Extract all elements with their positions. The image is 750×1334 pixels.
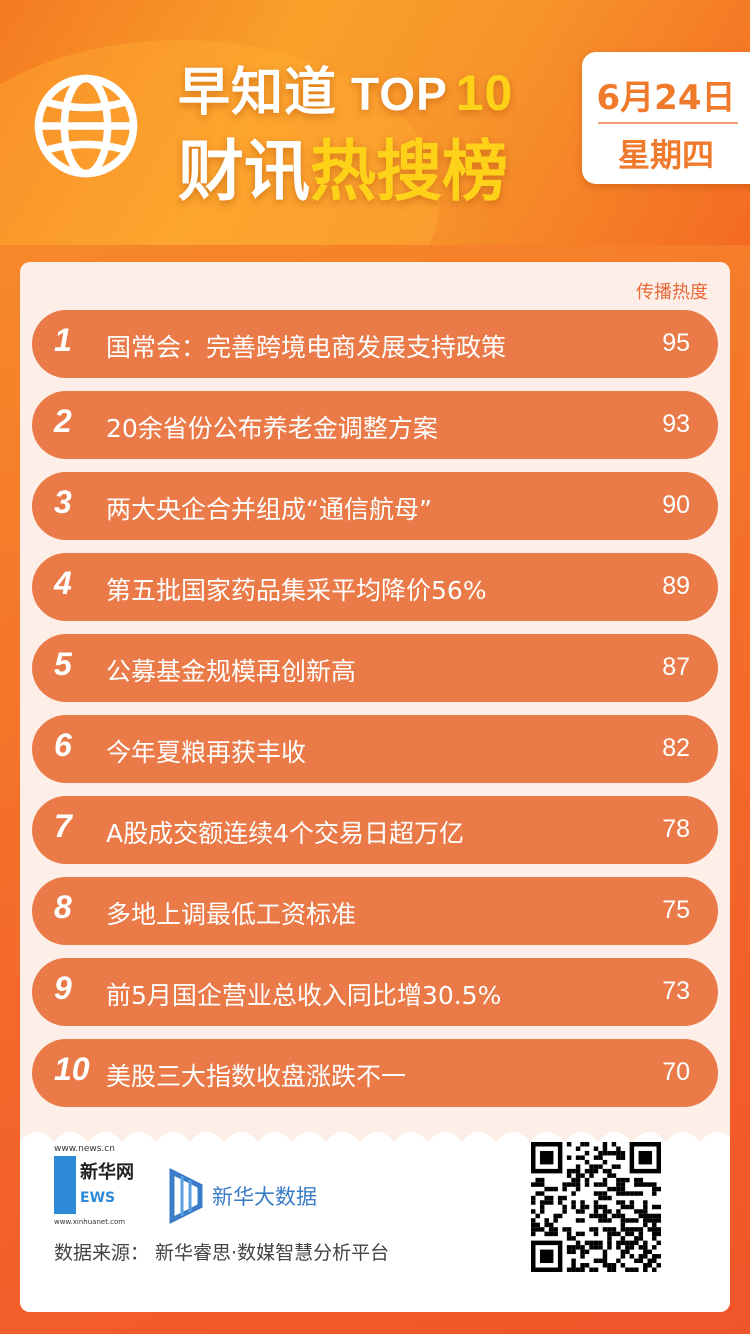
rank-number: 1 — [54, 322, 72, 358]
rank-number: 3 — [54, 484, 72, 520]
rank-number: 10 — [54, 1051, 90, 1087]
ranking-card: 传播热度 1 国常会：完善跨境电商发展支持政策 95 2 20余省份公布养老金调整方案 9… — [20, 262, 730, 1312]
list-item[interactable]: 7 A股成交额连续4个交易日超万亿 78 — [32, 796, 718, 864]
item-title: 今年夏粮再获丰收 — [106, 738, 307, 767]
qr-code[interactable] — [531, 1142, 661, 1272]
title-ten: 10 — [455, 65, 514, 121]
date-badge: 6月24日 星期四 — [582, 52, 750, 184]
heat-score: 70 — [662, 1058, 690, 1086]
heat-score: 89 — [662, 572, 690, 600]
heat-score: 90 — [662, 491, 690, 519]
logo-url-top: www.news.cn — [54, 1144, 115, 1154]
item-title: 第五批国家药品集采平均降价56% — [106, 576, 487, 605]
item-title: 公募基金规模再创新高 — [106, 657, 357, 686]
title-finance: 财讯 — [178, 133, 310, 210]
rank-number: 7 — [54, 808, 72, 844]
header-banner: 早知道 TOP 10 财讯热搜榜 6月24日 星期四 — [0, 0, 750, 245]
xinhua-bigdata-logo: 新华大数据 — [168, 1166, 317, 1226]
rank-number: 4 — [54, 565, 72, 601]
xinhuanet-logo: www.news.cn 新华网 EWS www.xinhuanet.com — [54, 1144, 154, 1230]
bigdata-name: 新华大数据 — [212, 1185, 317, 1209]
date-divider — [598, 122, 738, 124]
heat-score: 87 — [662, 653, 690, 681]
rank-number: 5 — [54, 646, 72, 682]
item-title: 前5月国企营业总收入同比增30.5% — [106, 981, 502, 1010]
list-item[interactable]: 2 20余省份公布养老金调整方案 93 — [32, 391, 718, 459]
rank-number: 2 — [54, 403, 72, 439]
rank-number: 8 — [54, 889, 72, 925]
bigdata-logo-icon — [169, 1167, 203, 1225]
logo-url-bottom: www.xinhuanet.com — [54, 1218, 126, 1226]
title-line-2: 财讯热搜榜 — [178, 118, 508, 214]
logo-n-mark — [54, 1156, 76, 1214]
heat-score: 78 — [662, 815, 690, 843]
list-item[interactable]: 6 今年夏粮再获丰收 82 — [32, 715, 718, 783]
item-title: A股成交额连续4个交易日超万亿 — [106, 819, 465, 848]
item-title: 美股三大指数收盘涨跌不一 — [106, 1062, 407, 1091]
date-text: 6月24日 — [596, 78, 736, 118]
heat-score: 73 — [662, 977, 690, 1005]
rank-number: 9 — [54, 970, 72, 1006]
item-title: 多地上调最低工资标准 — [106, 900, 357, 929]
list-item[interactable]: 8 多地上调最低工资标准 75 — [32, 877, 718, 945]
heat-score: 93 — [662, 410, 690, 438]
title-top: TOP — [351, 68, 448, 120]
list-item[interactable]: 9 前5月国企营业总收入同比增30.5% 73 — [32, 958, 718, 1026]
list-item[interactable]: 4 第五批国家药品集采平均降价56% 89 — [32, 553, 718, 621]
weekday-text: 星期四 — [617, 136, 714, 174]
heat-score: 82 — [662, 734, 690, 762]
rank-number: 6 — [54, 727, 72, 763]
list-item[interactable]: 10 美股三大指数收盘涨跌不一 70 — [32, 1039, 718, 1107]
logo-name: 新华网 — [80, 1162, 134, 1183]
heat-column-label: 传播热度 — [636, 282, 708, 303]
title-line-1: 早知道 TOP 10 — [178, 50, 513, 125]
item-title: 国常会：完善跨境电商发展支持政策 — [106, 333, 507, 362]
title-brand: 早知道 — [178, 63, 338, 123]
list-item[interactable]: 3 两大央企合并组成“通信航母” 90 — [32, 472, 718, 540]
list-item[interactable]: 1 国常会：完善跨境电商发展支持政策 95 — [32, 310, 718, 378]
footer: www.news.cn 新华网 EWS www.xinhuanet.com 新华… — [20, 1142, 730, 1312]
list-item[interactable]: 5 公募基金规模再创新高 87 — [32, 634, 718, 702]
item-title: 两大央企合并组成“通信航母” — [106, 495, 432, 524]
heat-score: 95 — [662, 329, 690, 357]
item-title: 20余省份公布养老金调整方案 — [106, 414, 438, 443]
data-source: 数据来源： 新华睿思·数媒智慧分析平台 — [54, 1242, 390, 1264]
heat-score: 75 — [662, 896, 690, 924]
title-hot-list: 热搜榜 — [310, 133, 508, 210]
globe-icon — [34, 74, 138, 178]
